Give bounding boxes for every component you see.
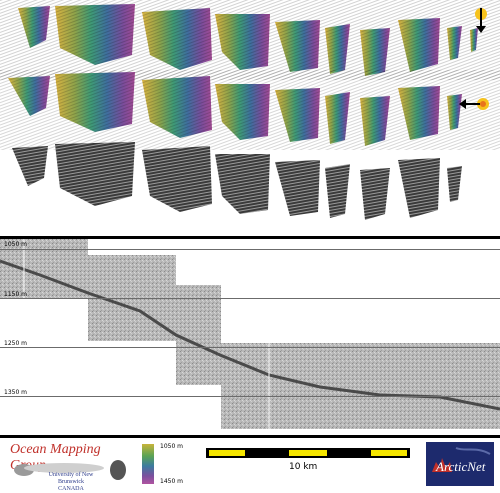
- swath-row-3: [12, 142, 462, 220]
- sun-illumination-icon: [459, 98, 489, 110]
- arcticnet-label: ArcticNet: [436, 459, 486, 474]
- depth-label-1050: 1050 m: [4, 241, 28, 248]
- depth-gridline-1250: [0, 347, 500, 348]
- ocean-mapping-logo: Ocean Mapping Group University of New Br…: [4, 442, 132, 492]
- arcticnet-logo: [426, 442, 494, 486]
- divider-bottom: [0, 435, 500, 438]
- depth-colorbar: [142, 444, 154, 484]
- depth-gridline-1350: [0, 396, 500, 397]
- depth-gridline-1150: [0, 298, 500, 299]
- depth-gridline-1050: [0, 249, 500, 250]
- footer: [0, 438, 500, 489]
- colorbar-bottom-label: 1450 m: [160, 478, 184, 485]
- swath-panel: [0, 0, 500, 236]
- divider-top: [0, 236, 500, 239]
- logo-subtitle: University of New Brunswick CANADA: [36, 472, 106, 493]
- swath-strips: [0, 0, 500, 220]
- scale-bar-label: 10 km: [289, 462, 318, 472]
- depth-label-1150: 1150 m: [4, 291, 28, 298]
- depth-label-1250: 1250 m: [4, 340, 28, 347]
- north-arrow-icon: [475, 8, 487, 33]
- scale-bar: [206, 448, 410, 458]
- colorbar-top-label: 1050 m: [160, 443, 184, 450]
- swath-row-2: [0, 70, 500, 150]
- depth-label-1350: 1350 m: [4, 389, 28, 396]
- maple-leaf-icon: [432, 447, 491, 472]
- profile-panel: 1050 m 1150 m 1250 m 1350 m: [0, 239, 500, 435]
- logo-country: CANADA: [58, 486, 84, 492]
- swath-row-1: [0, 0, 500, 80]
- logo-university: University of New Brunswick: [48, 472, 94, 485]
- tree-silhouette-icon: [14, 460, 126, 480]
- profile-image: [0, 239, 500, 429]
